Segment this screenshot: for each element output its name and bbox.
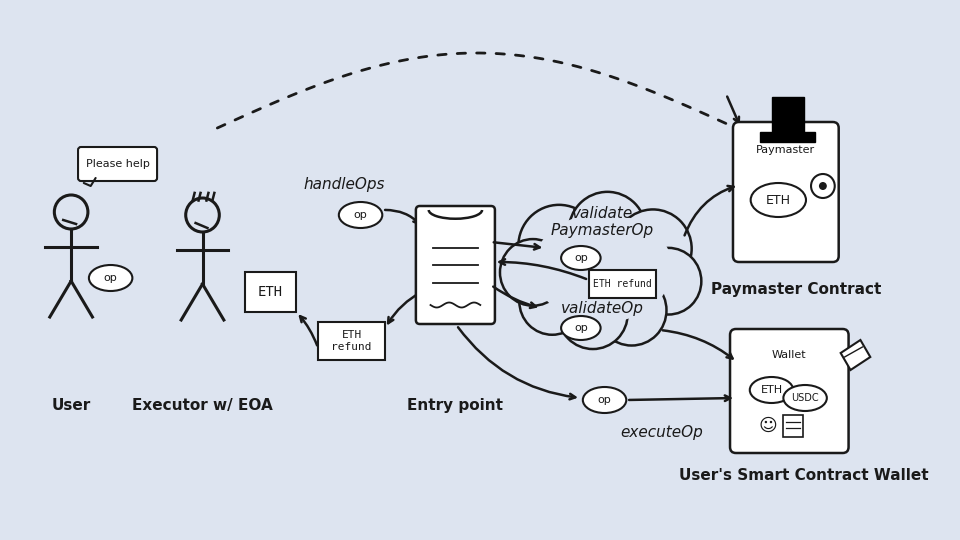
Text: Entry point: Entry point [407,398,503,413]
Text: User: User [52,398,91,413]
Text: Please help: Please help [85,159,150,169]
Circle shape [568,192,646,270]
Text: op: op [574,253,588,263]
Polygon shape [760,132,815,142]
Ellipse shape [89,265,132,291]
Ellipse shape [533,213,672,322]
Ellipse shape [583,387,626,413]
FancyBboxPatch shape [730,329,849,453]
Text: ETH refund: ETH refund [593,279,652,289]
Text: USDC: USDC [791,393,819,403]
FancyBboxPatch shape [416,206,495,324]
Circle shape [819,182,827,190]
Circle shape [636,248,702,314]
Text: Paymaster Contract: Paymaster Contract [710,282,881,297]
FancyBboxPatch shape [783,415,804,437]
FancyBboxPatch shape [733,122,839,262]
Circle shape [519,268,586,335]
Text: ETH: ETH [766,193,791,206]
Ellipse shape [751,183,806,217]
Text: Executor w/ EOA: Executor w/ EOA [132,398,273,413]
Text: handleOps: handleOps [303,178,385,192]
Text: op: op [104,273,117,283]
Circle shape [518,205,600,287]
Text: User's Smart Contract Wallet: User's Smart Contract Wallet [680,468,929,483]
Ellipse shape [561,246,601,270]
FancyBboxPatch shape [318,322,385,360]
Text: ETH: ETH [760,385,782,395]
Circle shape [597,275,666,346]
Ellipse shape [561,316,601,340]
FancyBboxPatch shape [245,272,297,312]
Circle shape [558,279,628,349]
Polygon shape [772,97,804,134]
Ellipse shape [530,211,675,325]
Text: ☺: ☺ [758,417,777,435]
Text: ETH
refund: ETH refund [331,330,372,352]
Polygon shape [841,340,871,370]
FancyBboxPatch shape [78,147,157,181]
Circle shape [500,239,565,306]
Circle shape [614,210,691,288]
Text: executeOp: executeOp [620,424,704,440]
Text: op: op [598,395,612,405]
Text: op: op [574,323,588,333]
Text: Wallet: Wallet [772,350,806,360]
Ellipse shape [339,202,382,228]
FancyBboxPatch shape [588,270,656,298]
Text: ETH: ETH [258,285,283,299]
Text: validate
PaymasterOp: validate PaymasterOp [551,206,654,238]
Ellipse shape [750,377,793,403]
Ellipse shape [783,385,827,411]
Text: Paymaster: Paymaster [756,145,815,155]
Text: op: op [353,210,368,220]
Text: validateOp: validateOp [562,300,644,315]
